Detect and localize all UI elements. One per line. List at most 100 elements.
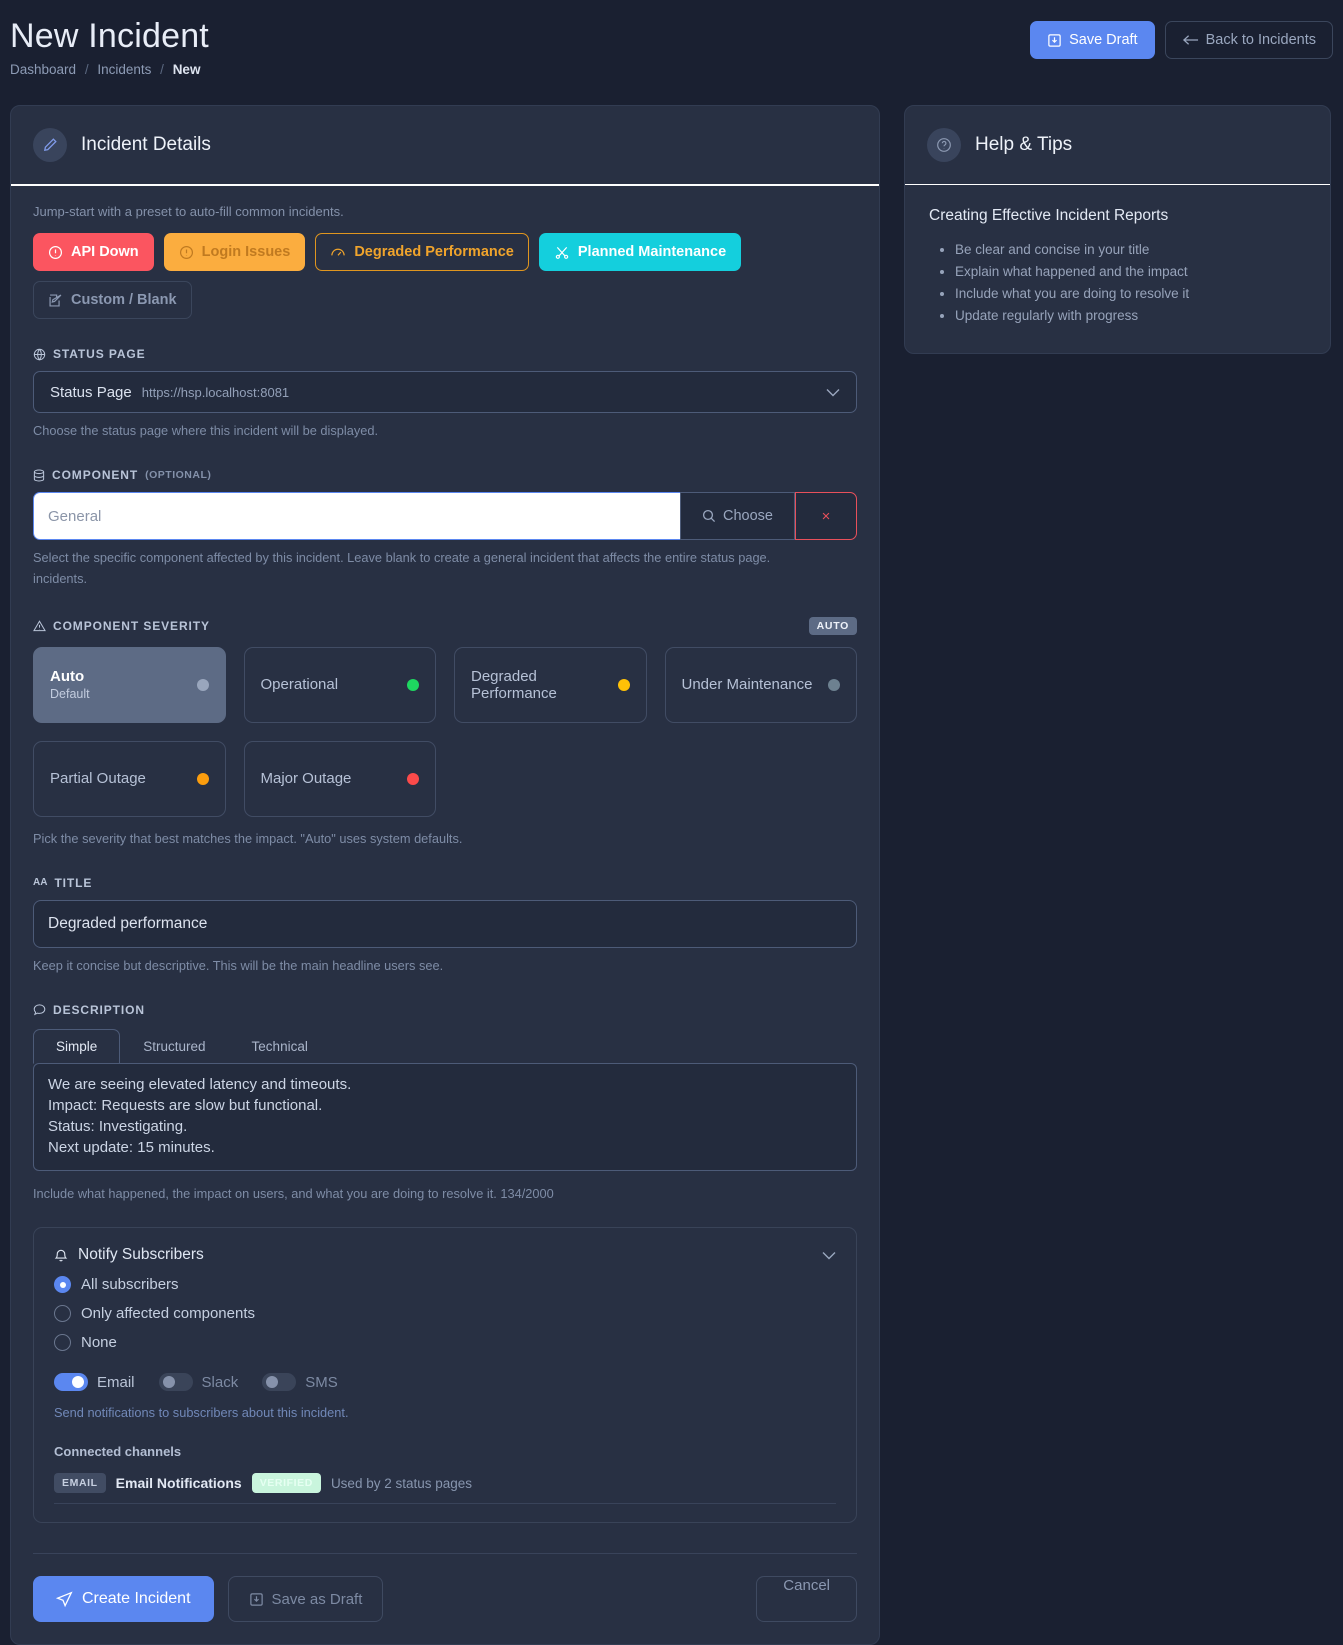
incident-details-title: Incident Details	[81, 134, 211, 155]
preset-login-issues[interactable]: Login Issues	[163, 233, 306, 271]
breadcrumb-current: New	[172, 62, 201, 77]
page-title: New Incident	[10, 17, 209, 55]
toggle-sms[interactable]: SMS	[262, 1373, 338, 1392]
toggle-email[interactable]: Email	[54, 1373, 135, 1392]
channel-type-chip: EMAIL	[54, 1473, 106, 1494]
component-input[interactable]	[33, 492, 680, 541]
breadcrumb-incidents[interactable]: Incidents	[97, 62, 152, 77]
toggle-label: SMS	[305, 1373, 338, 1391]
help-tips-header: Help & Tips	[905, 106, 1330, 185]
notify-channel-toggles: Email Slack SMS	[54, 1373, 836, 1392]
breadcrumb-dashboard[interactable]: Dashboard	[10, 62, 77, 77]
status-page-selected-name: Status Page	[50, 383, 132, 401]
breadcrumb-separator-1: /	[84, 62, 89, 77]
severity-dot	[828, 678, 840, 691]
status-page-field: STATUS PAGE Status Page https://hsp.loca…	[33, 347, 857, 440]
component-input-row: Choose ×	[33, 492, 857, 541]
component-optional-label: (OPTIONAL)	[145, 469, 212, 482]
severity-option-partial-outage[interactable]: Partial Outage	[33, 740, 226, 817]
incident-details-card: Incident Details Jump-start with a prese…	[10, 105, 880, 1645]
connected-channels-title: Connected channels	[54, 1444, 182, 1460]
bell-icon	[54, 1248, 68, 1263]
radio-indicator	[54, 1276, 71, 1294]
toggle-slack[interactable]: Slack	[158, 1373, 238, 1392]
main-column: Incident Details Jump-start with a prese…	[10, 105, 880, 1645]
preset-degraded-performance-label: Degraded Performance	[354, 244, 514, 260]
choose-label: Choose	[723, 508, 773, 525]
status-page-help: Choose the status page where this incide…	[33, 423, 379, 438]
warning-triangle-icon	[33, 619, 46, 632]
severity-option-auto[interactable]: Auto Default	[33, 646, 226, 723]
preset-api-down-label: API Down	[71, 244, 139, 260]
severity-option-major-outage[interactable]: Major Outage	[243, 740, 436, 817]
send-icon	[56, 1591, 73, 1608]
component-help-line1: Select the specific component affected b…	[33, 550, 771, 566]
severity-dot	[196, 772, 209, 785]
channel-row[interactable]: EMAIL Email Notifications VERIFIED Used …	[54, 1465, 836, 1505]
chat-bubble-icon	[33, 1003, 46, 1016]
severity-option-under-maintenance[interactable]: Under Maintenance	[664, 646, 857, 723]
description-help: Include what happened, the impact on use…	[33, 1185, 554, 1201]
component-field: COMPONENT (OPTIONAL)	[33, 468, 857, 588]
title-label: TITLE	[54, 875, 93, 890]
page-header: New Incident Dashboard / Incidents / New…	[10, 10, 1333, 83]
title-label-row: Aa TITLE	[33, 876, 857, 890]
tab-simple[interactable]: Simple	[33, 1028, 121, 1064]
description-textarea[interactable]	[33, 1062, 857, 1171]
severity-option-operational[interactable]: Operational	[243, 646, 436, 723]
clear-component-button[interactable]: ×	[795, 492, 857, 541]
save-icon	[249, 1592, 264, 1607]
severity-option-degraded-performance[interactable]: Degraded Performance	[454, 646, 647, 723]
radio-only-affected-components[interactable]: Only affected components	[54, 1305, 836, 1323]
notify-hint: Send notifications to subscribers about …	[54, 1405, 349, 1421]
arrow-left-icon	[1182, 34, 1199, 46]
radio-all-subscribers[interactable]: All subscribers	[54, 1276, 836, 1294]
help-heading: Creating Effective Incident Reports	[929, 207, 1169, 224]
form-footer: Create Incident Save as Draft Cancel	[33, 1553, 857, 1623]
radio-none[interactable]: None	[54, 1334, 836, 1352]
database-icon	[33, 469, 45, 482]
back-to-incidents-button[interactable]: Back to Incidents	[1164, 21, 1333, 59]
help-tip-item: Be clear and concise in your title	[955, 239, 1306, 261]
save-as-draft-button[interactable]: Save as Draft	[227, 1576, 384, 1623]
severity-name: Major Outage	[260, 770, 352, 788]
incident-title-input[interactable]	[33, 899, 857, 948]
notify-subscribers-header[interactable]: Notify Subscribers	[54, 1246, 836, 1264]
component-help-line2: incidents.	[33, 571, 88, 587]
severity-dot	[407, 678, 419, 691]
verified-badge: VERIFIED	[251, 1473, 321, 1494]
cancel-button[interactable]: Cancel	[756, 1576, 857, 1623]
preset-degraded-performance[interactable]: Degraded Performance	[315, 233, 529, 271]
wrench-icon	[554, 245, 570, 260]
preset-api-down[interactable]: API Down	[33, 233, 154, 271]
preset-custom-blank[interactable]: Custom / Blank	[33, 281, 192, 319]
breadcrumb-separator-2: /	[160, 62, 164, 77]
status-page-select[interactable]: Status Page https://hsp.localhost:8081	[33, 371, 857, 413]
chevron-down-icon	[822, 1251, 836, 1260]
radio-label: Only affected components	[81, 1305, 255, 1323]
severity-help: Pick the severity that best matches the …	[33, 830, 463, 846]
status-page-label-row: STATUS PAGE	[33, 347, 857, 361]
alert-circle-icon	[48, 245, 63, 260]
create-incident-button[interactable]: Create Incident	[33, 1576, 214, 1623]
tab-technical[interactable]: Technical	[251, 1038, 308, 1054]
severity-name: Under Maintenance	[681, 676, 813, 694]
channel-meta: Used by 2 status pages	[330, 1475, 473, 1491]
preset-hint: Jump-start with a preset to auto-fill co…	[33, 204, 344, 219]
question-mark-icon	[927, 128, 961, 162]
description-tabs: Simple Structured Technical	[33, 1028, 857, 1064]
status-page-label: STATUS PAGE	[53, 347, 146, 361]
toggle-switch	[262, 1373, 297, 1392]
save-draft-button[interactable]: Save Draft	[1030, 21, 1155, 59]
severity-name: Partial Outage	[50, 770, 146, 788]
preset-planned-maintenance[interactable]: Planned Maintenance	[538, 233, 742, 271]
choose-component-button[interactable]: Choose	[680, 492, 795, 541]
tab-structured[interactable]: Structured	[143, 1038, 206, 1054]
severity-options: Auto Default Operational Degraded Perfo	[33, 646, 857, 817]
search-icon	[702, 509, 716, 523]
toggle-switch	[54, 1373, 88, 1392]
save-draft-label: Save Draft	[1069, 32, 1138, 48]
help-tip-item: Include what you are doing to resolve it	[955, 283, 1306, 305]
content-columns: Incident Details Jump-start with a prese…	[10, 105, 1333, 1645]
